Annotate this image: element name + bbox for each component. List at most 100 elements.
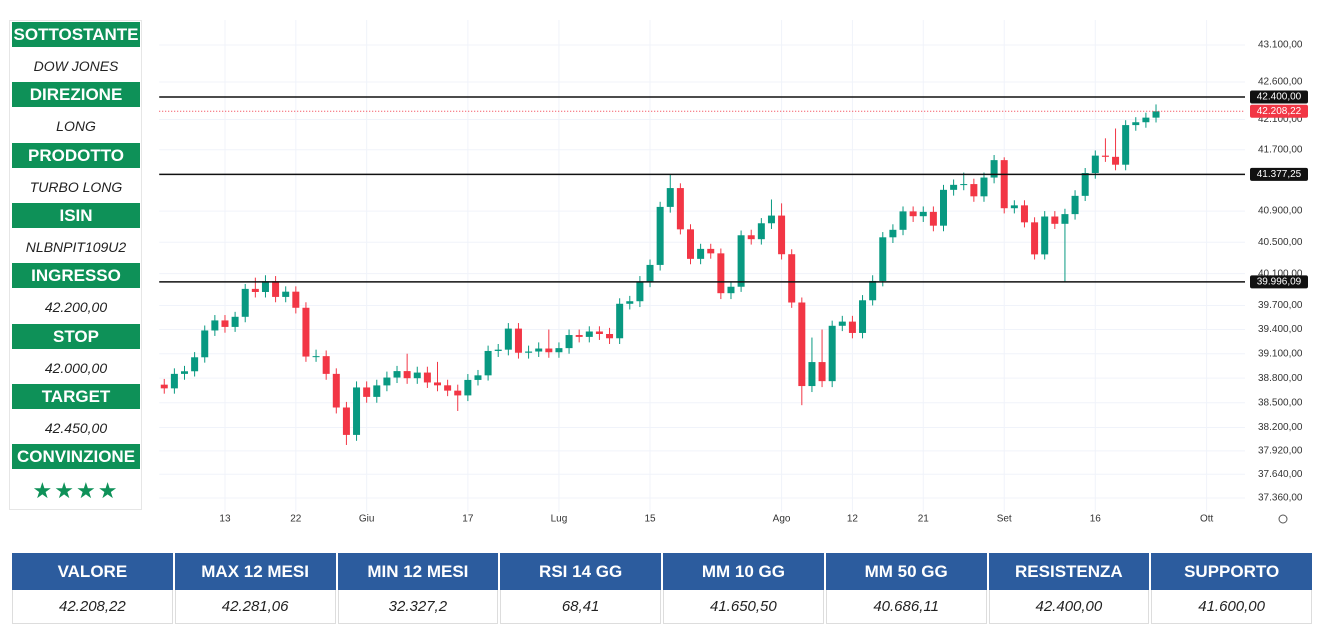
candle-body bbox=[919, 211, 927, 217]
candle-body bbox=[353, 387, 361, 435]
table-value: 42.208,22 bbox=[12, 590, 173, 624]
candle-body bbox=[322, 356, 330, 374]
candle-body bbox=[474, 375, 482, 380]
candle-body bbox=[160, 384, 168, 389]
table-header: MM 10 GG bbox=[663, 553, 824, 590]
table-header: VALORE bbox=[12, 553, 173, 590]
candle-body bbox=[1101, 155, 1109, 157]
candle-body bbox=[869, 280, 877, 301]
x-tick-label: Set bbox=[997, 514, 1012, 525]
candle-body bbox=[585, 331, 593, 337]
x-tick-label: Giu bbox=[359, 514, 375, 525]
sidebar-label: SOTTOSTANTE bbox=[12, 22, 140, 47]
candle-body bbox=[1041, 216, 1049, 255]
chart: 43.100,00 42.600,00 42.100,00 41.700,00 40.9… bbox=[159, 20, 1308, 525]
candle-body bbox=[494, 349, 502, 351]
candle-body bbox=[504, 328, 512, 350]
candle-body bbox=[808, 362, 816, 387]
x-tick-label: 16 bbox=[1090, 514, 1102, 525]
candle-body bbox=[444, 385, 452, 391]
y-tick-label: 39.700,00 bbox=[1258, 300, 1303, 311]
candle-body bbox=[697, 248, 705, 259]
sidebar-value: 42.200,00 bbox=[44, 299, 108, 316]
sidebar-label: ISIN bbox=[12, 202, 140, 228]
candle-body bbox=[737, 235, 745, 287]
candle-body bbox=[595, 331, 603, 334]
candle-body bbox=[342, 407, 350, 435]
sidebar-value: DOW JONES bbox=[33, 58, 119, 74]
candle-body bbox=[535, 348, 543, 352]
candle-body bbox=[980, 177, 988, 197]
candle-body bbox=[211, 320, 219, 331]
candle-body bbox=[879, 237, 887, 281]
y-tick-label: 40.900,00 bbox=[1258, 206, 1303, 217]
candle-body bbox=[403, 371, 411, 379]
candle-body bbox=[929, 211, 937, 226]
y-tick-label: 37.920,00 bbox=[1258, 445, 1303, 456]
candle-body bbox=[383, 377, 391, 386]
sidebar: SOTTOSTANTE DOW JONES DIREZIONE LONG PRODOTT… bbox=[9, 20, 142, 510]
candle-body bbox=[282, 291, 290, 297]
sidebar-label: TARGET bbox=[12, 383, 140, 409]
candle-body bbox=[636, 281, 644, 302]
candle-body bbox=[181, 371, 188, 374]
sidebar-value: 42.450,00 bbox=[44, 419, 108, 436]
candle-body bbox=[1031, 222, 1039, 255]
last-price-box bbox=[1250, 104, 1308, 118]
candle-body bbox=[1071, 195, 1079, 215]
candle-body bbox=[666, 188, 674, 207]
candle-body bbox=[950, 184, 958, 190]
candle-body bbox=[687, 229, 694, 259]
candle-body bbox=[626, 301, 634, 304]
table-value: 41.600,00 bbox=[1151, 590, 1312, 624]
sidebar-label: INGRESSO bbox=[12, 263, 140, 289]
candle-body bbox=[1010, 205, 1018, 209]
candle-body bbox=[1051, 216, 1059, 224]
candle-body bbox=[393, 371, 401, 378]
x-tick-label: 15 bbox=[644, 514, 656, 525]
candle-body bbox=[646, 264, 654, 282]
candle-body bbox=[767, 215, 775, 224]
candle-body bbox=[616, 303, 624, 339]
candle-body bbox=[727, 286, 735, 294]
candle-body bbox=[960, 184, 968, 186]
y-tick-label: 40.500,00 bbox=[1258, 237, 1303, 248]
candle-body bbox=[940, 189, 947, 226]
candle-body bbox=[838, 321, 846, 326]
candle-body bbox=[251, 288, 259, 292]
y-tick-label: 38.200,00 bbox=[1258, 422, 1303, 433]
candle-body bbox=[363, 387, 371, 397]
stats-table: VALORE MAX 12 MESI MIN 12 MESI RSI 14 GG MM … bbox=[10, 553, 1314, 624]
y-tick-label: 43.100,00 bbox=[1258, 40, 1303, 51]
candle-body bbox=[899, 211, 907, 230]
y-tick-label: 41.700,00 bbox=[1258, 144, 1303, 155]
candle-body bbox=[1152, 111, 1160, 118]
candle-body bbox=[1122, 125, 1130, 165]
x-tick-label: 22 bbox=[290, 514, 302, 525]
y-tick-label: 42.100,00 bbox=[1258, 114, 1303, 125]
header-row: VALORE MAX 12 MESI MIN 12 MESI RSI 14 GG MM … bbox=[12, 553, 1312, 590]
sidebar-value: LONG bbox=[56, 118, 96, 135]
table-header: MM 50 GG bbox=[825, 553, 987, 590]
x-tick-label: 13 bbox=[219, 514, 231, 525]
table-value: 32.327,2 bbox=[337, 590, 499, 624]
x-tick-label: Lug bbox=[551, 514, 568, 525]
candle-body bbox=[1091, 155, 1099, 174]
candle-body bbox=[1000, 160, 1008, 209]
sidebar-value: TURBO LONG bbox=[29, 178, 123, 195]
value-row: 42.208,22 42.281,06 32.327,2 68,41 41.650,50… bbox=[12, 590, 1312, 624]
candle-body bbox=[818, 362, 826, 382]
y-tick-label: 40.100,00 bbox=[1258, 268, 1303, 279]
candle-body bbox=[889, 229, 897, 238]
x-tick-label: Ago bbox=[773, 514, 791, 525]
sidebar-label: PRODOTTO bbox=[12, 142, 140, 168]
candle-body bbox=[848, 321, 856, 333]
y-tick-label: 39.100,00 bbox=[1258, 348, 1303, 359]
table-header: MAX 12 MESI bbox=[174, 553, 336, 590]
candle-body bbox=[261, 281, 269, 292]
sidebar-label: DIREZIONE bbox=[12, 82, 140, 108]
level-label-box bbox=[1250, 90, 1308, 104]
table-header: RSI 14 GG bbox=[500, 553, 661, 590]
candle-body bbox=[1020, 205, 1028, 223]
